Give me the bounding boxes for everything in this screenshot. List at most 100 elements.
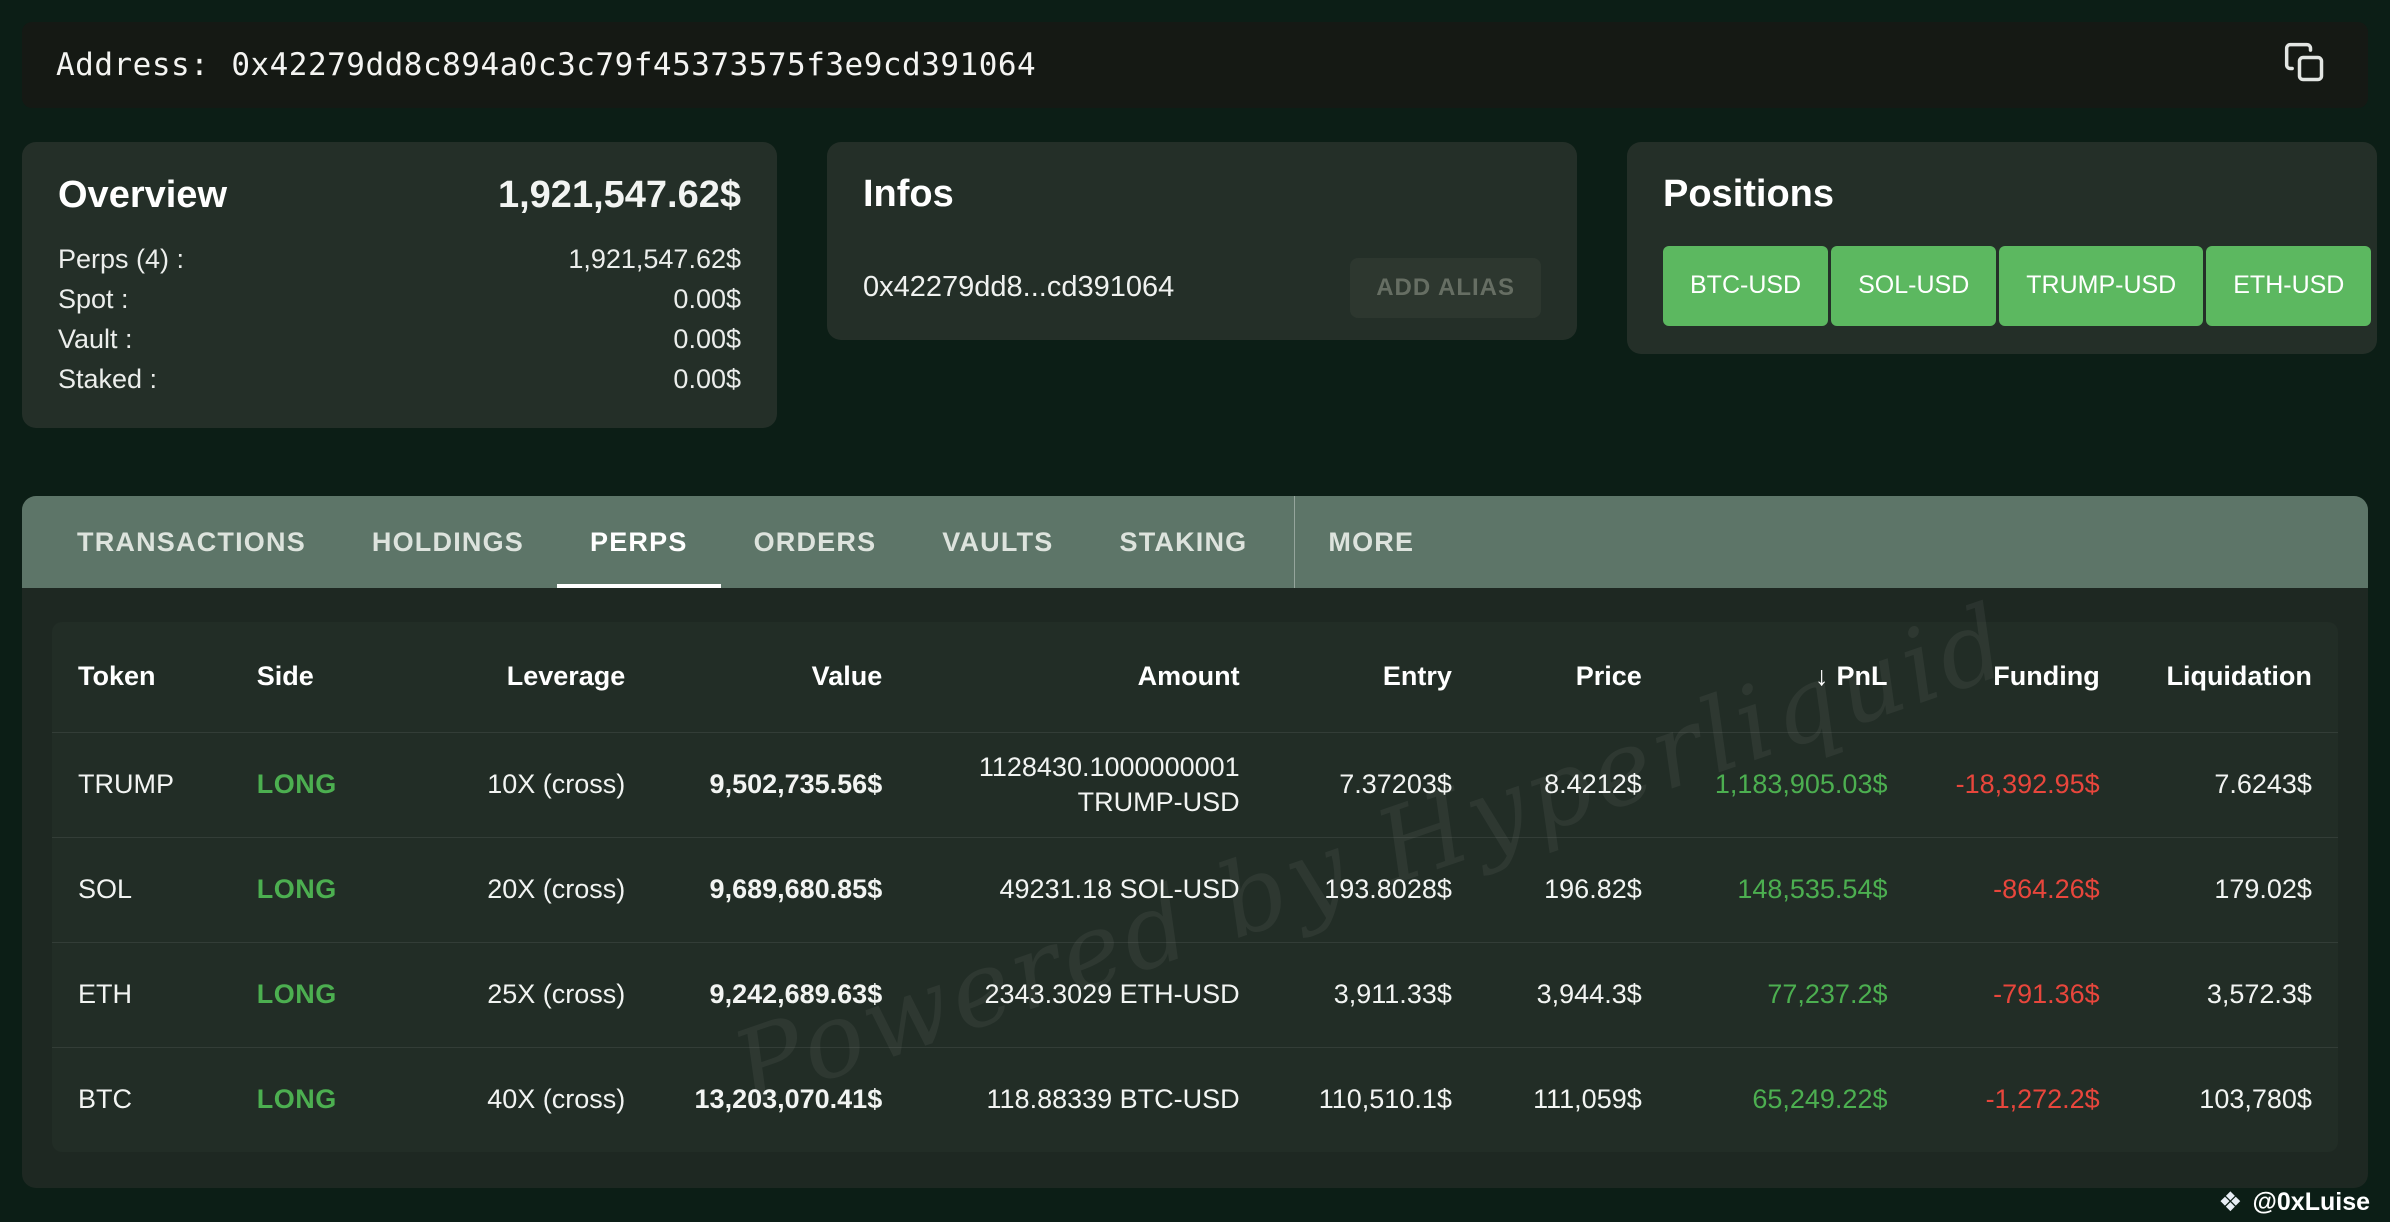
column-header-pnl[interactable]: ↓ PnL <box>1642 659 1888 694</box>
cell-side: LONG <box>256 874 337 905</box>
overview-header: Overview 1,921,547.62$ <box>58 174 741 217</box>
overview-row-value: 1,921,547.62$ <box>568 244 741 274</box>
cell-funding: -1,272.2$ <box>1985 1084 2100 1115</box>
column-label: Amount <box>1137 661 1240 692</box>
cell-side: LONG <box>256 769 337 800</box>
positions-card: Positions BTC-USD SOL-USD TRUMP-USD ETH-USD <box>1627 142 2377 354</box>
column-header-funding[interactable]: Funding <box>1887 659 2099 694</box>
credit-handle: @0xLuise <box>2252 1188 2370 1216</box>
table-header: Token Side Leverage Value Amount Entry Price ↓ P… <box>52 622 2338 732</box>
position-button-trump-usd[interactable]: TRUMP-USD <box>1999 245 2204 326</box>
infos-title: Infos <box>863 173 954 215</box>
cell-price: 196.82$ <box>1544 874 1642 905</box>
cell-token: SOL <box>78 874 133 905</box>
cell-pnl: 1,183,905.03$ <box>1714 769 1888 800</box>
table-row: ETH LONG 25X (cross) 9,242,689.63$ 2343.3029… <box>52 942 2338 1047</box>
table-body: TRUMP LONG 10X (cross) 9,502,735.56$ 1128430… <box>52 732 2338 1152</box>
table-row: SOL LONG 20X (cross) 9,689,680.85$ 49231.18 … <box>52 837 2338 942</box>
cell-liquidation: 3,572.3$ <box>2206 979 2312 1010</box>
cell-pnl: 148,535.54$ <box>1737 874 1888 905</box>
cell-liquidation: 7.6243$ <box>2214 769 2312 800</box>
column-label: Price <box>1575 661 1642 692</box>
cell-pnl: 77,237.2$ <box>1767 979 1888 1010</box>
cell-price: 8.4212$ <box>1544 769 1642 800</box>
tab-perps[interactable]: PERPS <box>557 496 721 588</box>
address-bar: Address: 0x42279dd8c894a0c3c79f45373575f… <box>22 22 2368 108</box>
column-header-entry[interactable]: Entry <box>1240 659 1452 694</box>
column-header-price[interactable]: Price <box>1452 659 1642 694</box>
cell-leverage: 40X (cross) <box>487 1084 626 1115</box>
tab-vaults[interactable]: VAULTS <box>942 526 1054 557</box>
address-label: Address: <box>56 47 210 83</box>
cell-pnl: 65,249.22$ <box>1752 1084 1888 1115</box>
overview-row: Spot : 0.00$ <box>58 279 741 319</box>
copy-icon <box>2283 41 2327 90</box>
cell-leverage: 10X (cross) <box>487 769 626 800</box>
overview-row: Staked : 0.00$ <box>58 359 741 399</box>
cell-leverage: 25X (cross) <box>487 979 626 1010</box>
brand-icon: ❖ <box>2218 1187 2243 1217</box>
cell-token: TRUMP <box>78 769 174 800</box>
cell-value: 9,242,689.63$ <box>709 979 883 1010</box>
overview-row-label: Spot : <box>58 284 129 314</box>
column-header-token[interactable]: Token <box>78 659 257 694</box>
overview-rows: Perps (4) :1,921,547.62$ Spot :0.00$ Vault… <box>58 239 741 399</box>
cell-funding: -864.26$ <box>1993 874 2100 905</box>
sort-descending-icon: ↓ <box>1814 661 1829 692</box>
cell-token: BTC <box>78 1084 132 1115</box>
cell-value: 9,689,680.85$ <box>709 874 883 905</box>
cell-price: 3,944.3$ <box>1536 979 1642 1010</box>
positions-buttons: BTC-USD SOL-USD TRUMP-USD ETH-USD <box>1663 245 2372 326</box>
position-button-sol-usd[interactable]: SOL-USD <box>1831 245 1997 326</box>
cell-entry: 7.37203$ <box>1339 769 1452 800</box>
positions-title: Positions <box>1663 173 1835 215</box>
overview-row-value: 0.00$ <box>673 324 741 354</box>
cell-liquidation: 103,780$ <box>2199 1084 2312 1115</box>
main-panel: TRANSACTIONS HOLDINGS PERPS ORDERS VAULTS STA… <box>22 496 2368 1188</box>
table-row: BTC LONG 40X (cross) 13,203,070.41$ 118.8833… <box>52 1047 2338 1152</box>
cell-entry: 110,510.1$ <box>1318 1084 1452 1115</box>
column-label: Funding <box>1993 661 2100 692</box>
cell-value: 9,502,735.56$ <box>709 769 883 800</box>
column-header-amount[interactable]: Amount <box>882 659 1240 694</box>
cell-side: LONG <box>256 1084 337 1115</box>
overview-row-label: Vault : <box>58 324 133 354</box>
infos-body: 0x42279dd8...cd391064 ADD ALIAS <box>863 257 1541 318</box>
overview-title: Overview <box>58 174 227 216</box>
cell-funding: -791.36$ <box>1993 979 2100 1010</box>
column-header-value[interactable]: Value <box>625 659 883 694</box>
overview-row-label: Perps (4) : <box>58 244 185 274</box>
overview-row: Perps (4) : 1,921,547.62$ <box>58 239 741 279</box>
cell-price: 111,059$ <box>1533 1084 1642 1115</box>
add-alias-button[interactable]: ADD ALIAS <box>1350 257 1541 318</box>
position-button-eth-usd[interactable]: ETH-USD <box>2206 245 2372 326</box>
tab-holdings[interactable]: HOLDINGS <box>371 526 525 557</box>
tab-transactions[interactable]: TRANSACTIONS <box>77 526 306 557</box>
tabbar: TRANSACTIONS HOLDINGS PERPS ORDERS VAULTS STA… <box>22 496 2368 588</box>
cell-leverage: 20X (cross) <box>487 874 626 905</box>
column-label: Leverage <box>506 661 626 692</box>
column-label: Side <box>256 661 314 692</box>
column-label: PnL <box>1836 661 1888 692</box>
copy-address-button[interactable] <box>2276 36 2334 94</box>
cell-amount: 118.88339 BTC-USD <box>986 1084 1240 1115</box>
short-address: 0x42279dd8...cd391064 <box>863 271 1175 304</box>
tab-more[interactable]: MORE <box>1294 496 1447 588</box>
tab-staking[interactable]: STAKING <box>1119 526 1248 557</box>
column-label: Liquidation <box>2166 661 2312 692</box>
column-label: Token <box>78 661 156 692</box>
cell-amount: 49231.18 SOL-USD <box>999 874 1240 905</box>
column-header-liquidation[interactable]: Liquidation <box>2100 659 2312 694</box>
column-label: Entry <box>1382 661 1452 692</box>
column-header-side[interactable]: Side <box>257 659 436 694</box>
overview-total-value: 1,921,547.62$ <box>497 174 741 216</box>
infos-card: Infos 0x42279dd8...cd391064 ADD ALIAS <box>827 142 1577 340</box>
cell-entry: 193.8028$ <box>1324 874 1452 905</box>
table-row: TRUMP LONG 10X (cross) 9,502,735.56$ 1128430… <box>52 732 2338 837</box>
cell-liquidation: 179.02$ <box>2214 874 2312 905</box>
tab-orders[interactable]: ORDERS <box>753 526 877 557</box>
overview-card: Overview 1,921,547.62$ Perps (4) : 1,921,… <box>22 142 777 428</box>
perps-table: Token Side Leverage Value Amount Entry Price ↓ P… <box>52 622 2338 1152</box>
column-header-leverage[interactable]: Leverage <box>435 659 626 694</box>
position-button-btc-usd[interactable]: BTC-USD <box>1663 245 1829 326</box>
